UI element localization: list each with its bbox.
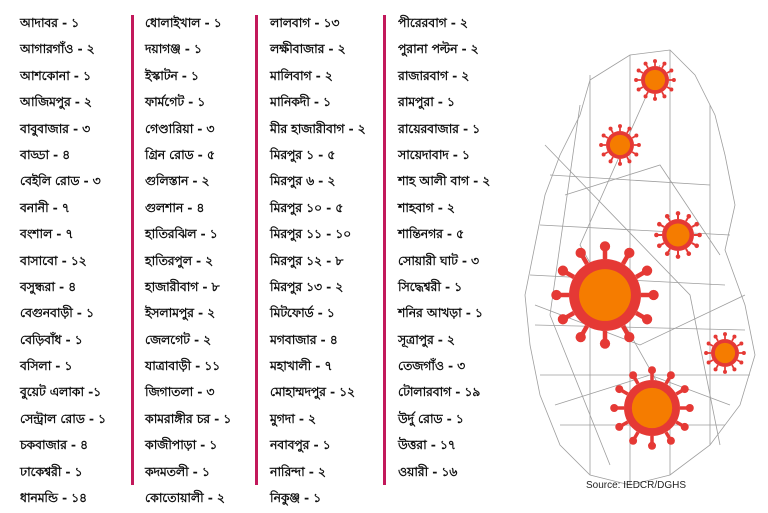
source-caption: Source: IEDCR/DGHS — [586, 480, 687, 491]
area-case-count: পুরানা পল্টন - ২ — [398, 41, 479, 57]
dhaka-map-icon — [524, 49, 756, 486]
area-list-column-1: আদাবর - ১ আগারগাঁও - ২ আশকোনা - ১ আজিমপুর -… — [20, 10, 106, 511]
area-case-count: বসুন্ধরা - ৪ — [20, 278, 77, 294]
area-case-count: কোতোয়ালী - ২ — [145, 490, 225, 506]
area-case-count: আশকোনা - ১ — [20, 67, 91, 83]
virus-icon — [610, 366, 694, 450]
area-case-count: লালবাগ - ১৩ — [270, 15, 340, 30]
area-case-count: ওয়ারী - ১৬ — [398, 463, 458, 479]
area-case-count: শাহ আলী বাগ - ২ — [398, 173, 491, 189]
area-case-count: রাজারবাগ - ২ — [398, 67, 470, 83]
area-case-count: বংশাল - ৭ — [20, 226, 74, 242]
area-case-count: যাত্রাবাড়ী - ১১ — [145, 358, 221, 374]
area-case-count: দয়াগঞ্জ - ১ — [145, 41, 202, 57]
area-case-count: উর্দু রোড - ১ — [398, 410, 464, 426]
area-case-count: মিরপুর ১৩ - ২ — [270, 278, 344, 294]
area-case-count: বাবুবাজার - ৩ — [20, 120, 91, 136]
area-case-count: আগারগাঁও - ২ — [20, 41, 95, 57]
area-case-count: ফার্মগেট - ১ — [145, 94, 206, 110]
area-case-count: জেলগেট - ২ — [145, 331, 212, 347]
area-case-count: বেইলি রোড - ৩ — [20, 173, 101, 189]
virus-icon — [704, 332, 746, 374]
area-case-count: ইস্কাটন - ১ — [145, 67, 199, 83]
area-case-count: শনির আখড়া - ১ — [398, 305, 483, 321]
area-case-count: গ্রিন রোড - ৫ — [145, 146, 215, 162]
area-case-count: নারিন্দা - ২ — [270, 463, 326, 479]
area-case-count: উত্তরা - ১৭ — [398, 437, 456, 453]
area-case-count: মহাখালী - ৭ — [270, 358, 333, 374]
area-case-count: হাতিরপুল - ২ — [145, 252, 214, 268]
area-case-count: গুলিস্তান - ২ — [145, 173, 210, 189]
area-case-count: সায়েদাবাদ - ১ — [398, 146, 470, 162]
virus-icon — [551, 241, 659, 349]
virus-icon — [634, 59, 676, 101]
area-case-count: গুলশান - ৪ — [145, 199, 205, 215]
column-divider — [383, 15, 386, 485]
area-list-column-3: লালবাগ - ১৩ লক্ষীবাজার - ২ মালিবাগ - ২ মানি… — [270, 10, 366, 511]
area-case-count: ঢাকেশ্বরী - ১ — [20, 463, 83, 479]
area-case-count: বনানী - ৭ — [20, 199, 70, 215]
area-case-count: জিগাতলা - ৩ — [145, 384, 215, 400]
area-case-count: মিরপুর ৬ - ২ — [270, 173, 336, 189]
area-case-count: ধানমন্ডি - ১৪ — [20, 490, 87, 506]
area-case-count: হাতিরঝিল - ১ — [145, 226, 218, 242]
area-case-count: মীর হাজারীবাগ - ২ — [270, 120, 366, 136]
area-case-count: আজিমপুর - ২ — [20, 94, 92, 110]
area-list-column-2: ধোলাইখাল - ১ দয়াগঞ্জ - ১ ইস্কাটন - ১ ফার্ম… — [145, 10, 231, 511]
area-case-count: মিরপুর ১ - ৫ — [270, 146, 336, 162]
area-case-count: শাহবাগ - ২ — [398, 199, 455, 215]
area-case-count: আদাবর - ১ — [20, 15, 80, 30]
area-case-count: চকবাজার - ৪ — [20, 437, 88, 453]
virus-icon — [654, 211, 702, 259]
area-case-count: মিরপুর ১২ - ৮ — [270, 252, 344, 268]
area-case-count: বুয়েট এলাকা -১ — [20, 384, 101, 400]
area-case-count: টোলারবাগ - ১৯ — [398, 384, 481, 400]
column-divider — [255, 15, 258, 485]
area-list-column-4: পীরেরবাগ - ২ পুরানা পল্টন - ২ রাজারবাগ - ২… — [398, 10, 490, 485]
area-case-count: কাজীপাড়া - ১ — [145, 437, 218, 453]
area-case-count: বাড্ডা - ৪ — [20, 146, 71, 162]
area-case-count: মিরপুর ১১ - ১০ — [270, 226, 352, 242]
area-case-count: কদমতলী - ১ — [145, 463, 210, 479]
area-case-count: মালিবাগ - ২ — [270, 67, 333, 83]
area-case-count: মিরপুর ১০ - ৫ — [270, 199, 344, 215]
virus-icon — [599, 124, 641, 166]
area-case-count: মুগদা - ২ — [270, 410, 316, 426]
area-case-count: কামরাঙ্গীর চর - ১ — [145, 410, 232, 426]
area-case-count: রায়েরবাজার - ১ — [398, 120, 481, 136]
area-case-count: ইসলামপুর - ২ — [145, 305, 216, 321]
area-case-count: রামপুরা - ১ — [398, 94, 455, 110]
area-case-count: মোহাম্মদপুর - ১২ — [270, 384, 355, 400]
area-case-count: ধোলাইখাল - ১ — [145, 15, 222, 30]
area-case-count: সূত্রাপুর - ২ — [398, 331, 455, 347]
area-case-count: বেগুনবাড়ী - ১ — [20, 305, 94, 321]
area-case-count: সেন্ট্রাল রোড - ১ — [20, 410, 106, 426]
area-case-count: গেণ্ডারিয়া - ৩ — [145, 120, 215, 136]
area-case-count: মগবাজার - ৪ — [270, 331, 338, 347]
area-case-count: শান্তিনগর - ৫ — [398, 226, 464, 242]
area-case-count: মিটফোর্ড - ১ — [270, 305, 335, 321]
area-case-count: বসিলা - ১ — [20, 358, 73, 374]
area-case-count: পীরেরবাগ - ২ — [398, 15, 468, 30]
column-divider — [131, 15, 134, 485]
area-case-count: সোয়ারী ঘাট - ৩ — [398, 252, 479, 268]
area-case-count: বেড়িবাঁধ - ১ — [20, 331, 83, 347]
area-case-count: তেজগাঁও - ৩ — [398, 358, 466, 374]
area-case-count: সিদ্ধেশ্বরী - ১ — [398, 278, 463, 294]
area-case-count: লক্ষীবাজার - ২ — [270, 41, 346, 57]
area-case-count: নবাবপুর - ১ — [270, 437, 331, 453]
area-case-count: মানিকদী - ১ — [270, 94, 331, 110]
area-case-count: বাসাবো - ১২ — [20, 252, 87, 268]
area-case-count: নিকুঞ্জ - ১ — [270, 490, 322, 506]
area-case-count: হাজারীবাগ - ৮ — [145, 278, 220, 294]
